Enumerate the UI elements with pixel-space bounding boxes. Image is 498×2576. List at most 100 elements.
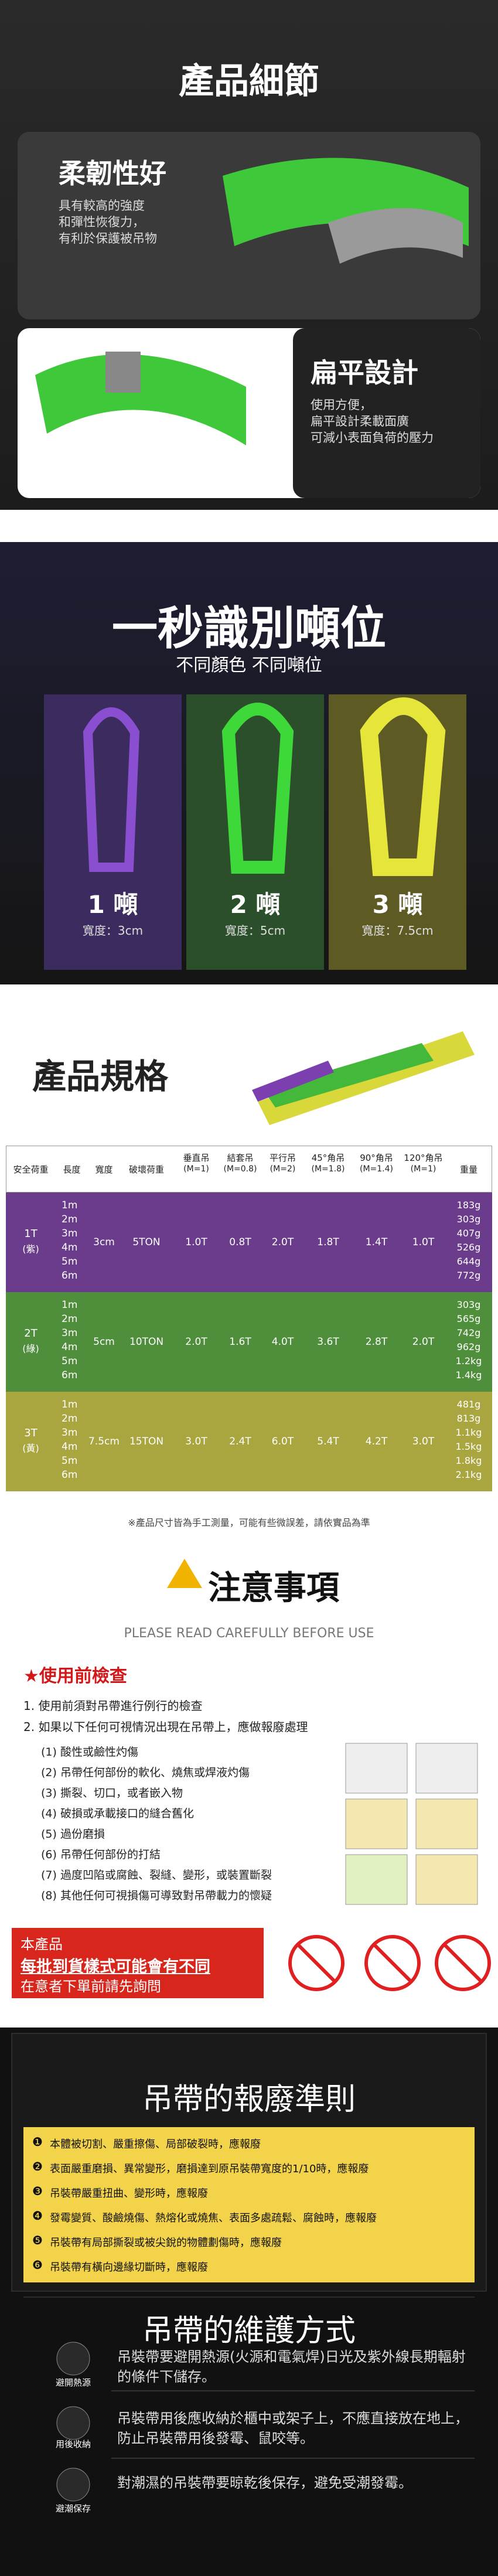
maintenance-icon: 用後收納 (55, 2439, 91, 2449)
caution-subitem: (3) 撕裂、切口，或者嵌入物 (41, 1787, 183, 1800)
caution-subitem: (6) 吊帶任何部份的打結 (41, 1848, 161, 1861)
scrap-num: ❷ (32, 2159, 43, 2173)
caution-subitem: (1) 酸性或鹼性灼傷 (41, 1746, 138, 1759)
feature-line: 和彈性恢復力， (59, 215, 145, 229)
maintenance-text: 吊裝帶用後應收納於櫃中或架子上，不應直接放在地上，防止吊裝帶用後發霉、鼠咬等。 (117, 2410, 469, 2446)
table-header-sub: (M=2) (270, 1164, 296, 1174)
scrap-num: ❻ (32, 2258, 43, 2272)
notice-box (12, 1928, 264, 1998)
notice-line: 本產品 (21, 1936, 63, 1953)
feature-line: 有利於保護被吊物 (59, 231, 157, 246)
weight: 481g (456, 1399, 481, 1410)
table-header: 45°角吊 (311, 1153, 345, 1163)
length: 1m (62, 1200, 78, 1211)
length: 5m (62, 1455, 78, 1467)
load-note: (紫) (22, 1243, 39, 1255)
table-row (6, 1292, 492, 1392)
maintenance-icon: 避潮保存 (55, 2503, 91, 2514)
tonnage-title: 一秒識別噸位 (111, 602, 386, 655)
table-header-sub: (M=0.8) (223, 1164, 257, 1174)
table-row (6, 1192, 492, 1293)
weight: 183g (456, 1200, 481, 1211)
weight: 1.4kg (455, 1369, 482, 1381)
width: 5cm (93, 1336, 115, 1348)
tonnage-label: 3 噸 (372, 890, 423, 919)
rated-load: 4.2T (365, 1436, 388, 1447)
maintenance-text: 對潮濕的吊裝帶要晾乾後保存，避免受潮發霉。 (117, 2475, 412, 2491)
weight: 526g (456, 1242, 481, 1253)
table-header-bg (6, 1146, 492, 1192)
weight: 813g (456, 1413, 481, 1424)
rated-load: 1.8T (317, 1236, 339, 1248)
table-header: 長度 (63, 1164, 81, 1175)
load-note: (黃) (22, 1443, 39, 1454)
scrap-text: 發霉變質、酸鹼燒傷、熱熔化或燒焦、表面多處疏鬆、腐蝕時，應報廢 (50, 2212, 377, 2224)
weight: 2.1kg (455, 1469, 482, 1480)
caution-item: 1. 使用前須對吊帶進行例行的檢查 (23, 1699, 203, 1713)
rated-load: 4.0T (271, 1336, 294, 1348)
rated-load: 1.4T (365, 1236, 388, 1248)
rated-load: 3.0T (185, 1436, 207, 1447)
length: 3m (62, 1327, 78, 1339)
length: 2m (62, 1413, 78, 1425)
notice-line: 每批到貨樣式可能會有不同 (21, 1958, 210, 1976)
feature-title: 扁平設計 (311, 357, 418, 389)
rated-load: 2.8T (365, 1336, 388, 1348)
length: 6m (62, 1369, 78, 1381)
length: 1m (62, 1399, 78, 1410)
table-header: 破壞荷重 (128, 1164, 164, 1175)
scrap-text: 本體被切割、嚴重擦傷、局部破裂時，應報廢 (50, 2138, 261, 2151)
feature-line: 可減小表面負荷的壓力 (311, 431, 434, 445)
scrap-title: 吊帶的報廢準則 (142, 2082, 356, 2117)
weight: 303g (456, 1214, 481, 1225)
table-header-sub: (M=1) (410, 1164, 436, 1174)
length: 3m (62, 1228, 78, 1239)
spec-note: ※產品尺寸皆為手工測量，可能有些微誤差，請依實品為準 (128, 1517, 370, 1528)
weight: 1.8kg (455, 1455, 482, 1466)
tonnage-subtitle: 不同顏色 不同噸位 (176, 655, 322, 676)
feature-line: 使用方便， (311, 398, 372, 412)
scrap-num: ❶ (32, 2135, 43, 2149)
scrap-num: ❺ (32, 2233, 43, 2247)
weight: 303g (456, 1299, 481, 1310)
rated-load: 2.0T (271, 1236, 294, 1248)
table-header: 寬度 (95, 1164, 113, 1175)
weight: 407g (456, 1228, 481, 1239)
rated-load: 6.0T (271, 1436, 294, 1447)
rated-load: 3.6T (317, 1336, 339, 1348)
scrap-text: 表面嚴重磨損、異常變形，磨損達到原吊裝帶寬度的1/10時，應報廢 (50, 2163, 369, 2175)
rated-load: 5.4T (317, 1436, 339, 1447)
caution-subitem: (5) 過份磨損 (41, 1828, 105, 1841)
length: 5m (62, 1355, 78, 1367)
tonnage-width: 寬度：7.5cm (361, 924, 434, 938)
weight: 772g (456, 1270, 481, 1281)
weight: 1.1kg (455, 1427, 482, 1438)
rated-load: 1.0T (185, 1236, 207, 1248)
length: 4m (62, 1242, 78, 1253)
length: 1m (62, 1299, 78, 1311)
table-header: 垂直吊 (183, 1153, 210, 1163)
scrap-num: ❸ (32, 2184, 43, 2198)
table-row (6, 1392, 492, 1492)
table-header: 重量 (459, 1164, 477, 1175)
width: 7.5cm (88, 1436, 120, 1447)
scrap-text: 吊裝帶嚴重扭曲、變形時，應報廢 (50, 2187, 208, 2200)
table-header: 90°角吊 (360, 1153, 393, 1163)
length: 6m (62, 1469, 78, 1481)
tonnage-width: 寬度：3cm (82, 924, 144, 938)
scrap-text: 吊裝帶有局部撕裂或被尖銳的物體劃傷時，應報廢 (50, 2237, 282, 2249)
weight: 644g (456, 1256, 481, 1267)
caution-item: 2. 如果以下任何可視情況出現在吊帶上，應做報廢處理 (23, 1720, 308, 1734)
rated-load: 2.4T (229, 1436, 251, 1447)
feature-line: 具有較高的強度 (59, 199, 145, 213)
maintenance-text: 吊裝帶要避開熱源(火源和電氣焊)日光及紫外線長期輻射的條件下儲存。 (117, 2349, 466, 2385)
weight: 742g (456, 1327, 481, 1338)
break-load: 15TON (129, 1436, 164, 1447)
caution-subitem: (8) 其他任何可視損傷可導致對吊帶載力的懷疑 (41, 1889, 272, 1902)
load: 2T (24, 1327, 37, 1340)
feature-line: 扁平設計柔載面廣 (311, 414, 409, 428)
length: 4m (62, 1441, 78, 1453)
caution-subitem: (2) 吊帶任何部份的軟化、燒焦或焊液灼傷 (41, 1766, 250, 1779)
rated-load: 3.0T (412, 1436, 435, 1447)
